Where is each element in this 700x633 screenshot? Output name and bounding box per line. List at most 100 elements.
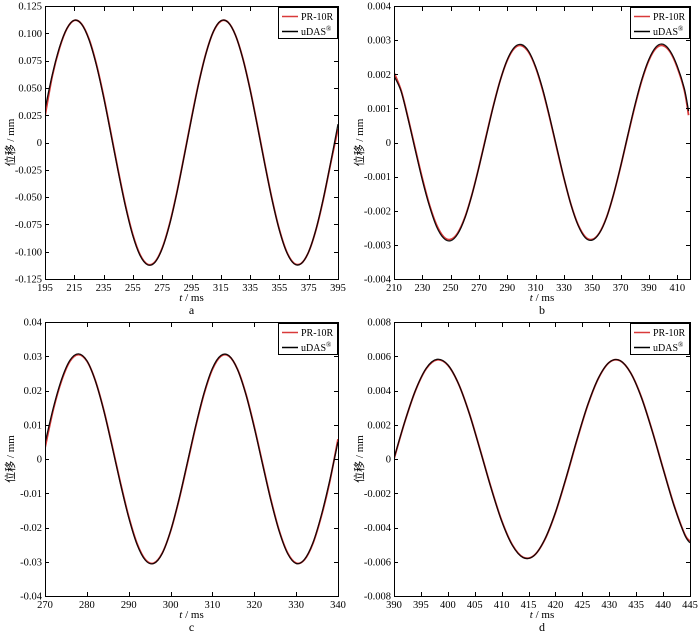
panel-b: 210 230 250 270 290 310 330 350 370 390 410 -0.004 -… — [352, 2, 691, 317]
y-tick-label: -0.075 — [15, 220, 42, 231]
y-tick-label: 0.002 — [367, 420, 391, 431]
x-tick-label: 280 — [79, 600, 95, 611]
y-tick-label: 0.002 — [367, 70, 391, 81]
y-tick-label: -0.04 — [20, 592, 43, 603]
x-tick-label: 355 — [272, 283, 288, 294]
y-tick-label: -0.008 — [364, 592, 391, 603]
legend: PR-10R uDAS® — [630, 323, 690, 355]
y-tick-label: 0 — [386, 455, 391, 466]
panel-a: 195 215 235 255 275 295 315 335 355 375 395 -0.125 -… — [3, 2, 346, 317]
x-tick-label: 275 — [154, 283, 170, 294]
x-tick-label: 215 — [66, 283, 82, 294]
x-tick-label: 375 — [301, 283, 317, 294]
y-tick-label: 0.02 — [24, 386, 42, 397]
y-tick-label: -0.001 — [364, 172, 391, 183]
y-tick-label: -0.004 — [364, 275, 392, 286]
x-tick-label: 430 — [601, 600, 617, 611]
y-tick-label: 0.04 — [24, 318, 43, 329]
x-tick-label: 330 — [556, 283, 572, 294]
plot-frame — [394, 322, 691, 597]
legend-box — [630, 323, 690, 355]
x-tick-label: 445 — [682, 600, 698, 611]
y-tick-label: 0.125 — [18, 2, 42, 13]
panel-label: a — [189, 303, 195, 317]
series-line-pr-10r — [45, 19, 339, 266]
x-tick-label: 410 — [669, 283, 685, 294]
y-tick-label: -0.02 — [20, 523, 42, 534]
y-axis-label: 位移 / mm — [3, 118, 17, 166]
y-tick-label: 0.01 — [24, 420, 42, 431]
x-tick-label: 315 — [213, 283, 229, 294]
y-tick-label: 0 — [37, 138, 42, 149]
legend-box — [278, 323, 338, 355]
x-tick-label: 310 — [528, 283, 544, 294]
y-tick-label: 0.008 — [367, 318, 391, 329]
x-tick-label: 255 — [125, 283, 141, 294]
x-tick-label: 340 — [330, 600, 346, 611]
x-tick-label: 420 — [548, 600, 564, 611]
y-tick-label: 0.03 — [24, 352, 42, 363]
legend-box — [278, 7, 338, 39]
series-line-udas — [394, 43, 690, 242]
y-tick-label: 0.003 — [367, 36, 391, 47]
y-tick-label: -0.050 — [15, 193, 42, 204]
x-tick-label: 405 — [467, 600, 483, 611]
legend-label-pr-10r: PR-10R — [653, 328, 686, 339]
x-axis-label: t / ms — [530, 292, 554, 304]
y-tick-label: 0.100 — [18, 29, 42, 40]
x-tick-label: 390 — [641, 283, 657, 294]
y-tick-label: -0.002 — [364, 489, 391, 500]
x-axis-label: t / ms — [179, 609, 203, 621]
y-tick-label: 0.004 — [367, 386, 391, 397]
x-tick-label: 290 — [499, 283, 515, 294]
y-tick-label: -0.002 — [364, 206, 391, 217]
y-tick-label: 0.025 — [18, 111, 42, 122]
x-tick-label: 235 — [96, 283, 112, 294]
y-tick-label: 0.050 — [18, 84, 42, 95]
x-tick-label: 270 — [471, 283, 487, 294]
x-tick-label: 210 — [386, 283, 402, 294]
legend: PR-10R uDAS® — [630, 7, 690, 39]
plot-frame — [45, 322, 339, 597]
legend-label-udas: uDAS® — [653, 25, 684, 38]
x-tick-label: 395 — [330, 283, 346, 294]
x-tick-label: 330 — [288, 600, 304, 611]
plot-frame — [45, 6, 339, 280]
panel-label: c — [189, 620, 194, 633]
legend-label-udas: uDAS® — [301, 341, 332, 354]
x-axis-label: t / ms — [530, 609, 554, 621]
series-line-udas — [394, 358, 691, 560]
legend: PR-10R uDAS® — [278, 323, 338, 355]
x-tick-label: 435 — [628, 600, 644, 611]
panel-label: d — [539, 620, 545, 633]
legend-box — [630, 7, 690, 39]
y-tick-label: -0.125 — [15, 275, 42, 286]
x-tick-label: 335 — [242, 283, 258, 294]
x-tick-label: 270 — [37, 600, 53, 611]
x-tick-label: 310 — [205, 600, 221, 611]
legend-label-pr-10r: PR-10R — [301, 12, 334, 23]
x-tick-label: 425 — [574, 600, 590, 611]
x-axis-label: t / ms — [179, 292, 203, 304]
y-tick-label: 0.075 — [18, 56, 42, 67]
y-tick-label: -0.006 — [364, 557, 391, 568]
y-axis-label: 位移 / mm — [352, 435, 366, 483]
y-axis-label: 位移 / mm — [352, 118, 366, 166]
y-tick-label: -0.004 — [364, 523, 392, 534]
y-tick-label: -0.01 — [20, 489, 42, 500]
y-tick-label: 0 — [386, 138, 391, 149]
y-tick-label: 0.001 — [367, 104, 391, 115]
y-tick-label: -0.03 — [20, 557, 42, 568]
x-tick-label: 195 — [37, 283, 53, 294]
x-tick-label: 300 — [163, 600, 179, 611]
series-line-pr-10r — [394, 44, 690, 241]
x-tick-label: 320 — [246, 600, 262, 611]
x-tick-label: 290 — [121, 600, 137, 611]
y-tick-label: -0.100 — [15, 247, 42, 258]
legend-label-pr-10r: PR-10R — [653, 12, 686, 23]
x-tick-label: 395 — [413, 600, 429, 611]
x-tick-label: 410 — [494, 600, 510, 611]
series-line-udas — [45, 19, 339, 266]
legend: PR-10R uDAS® — [278, 7, 338, 39]
